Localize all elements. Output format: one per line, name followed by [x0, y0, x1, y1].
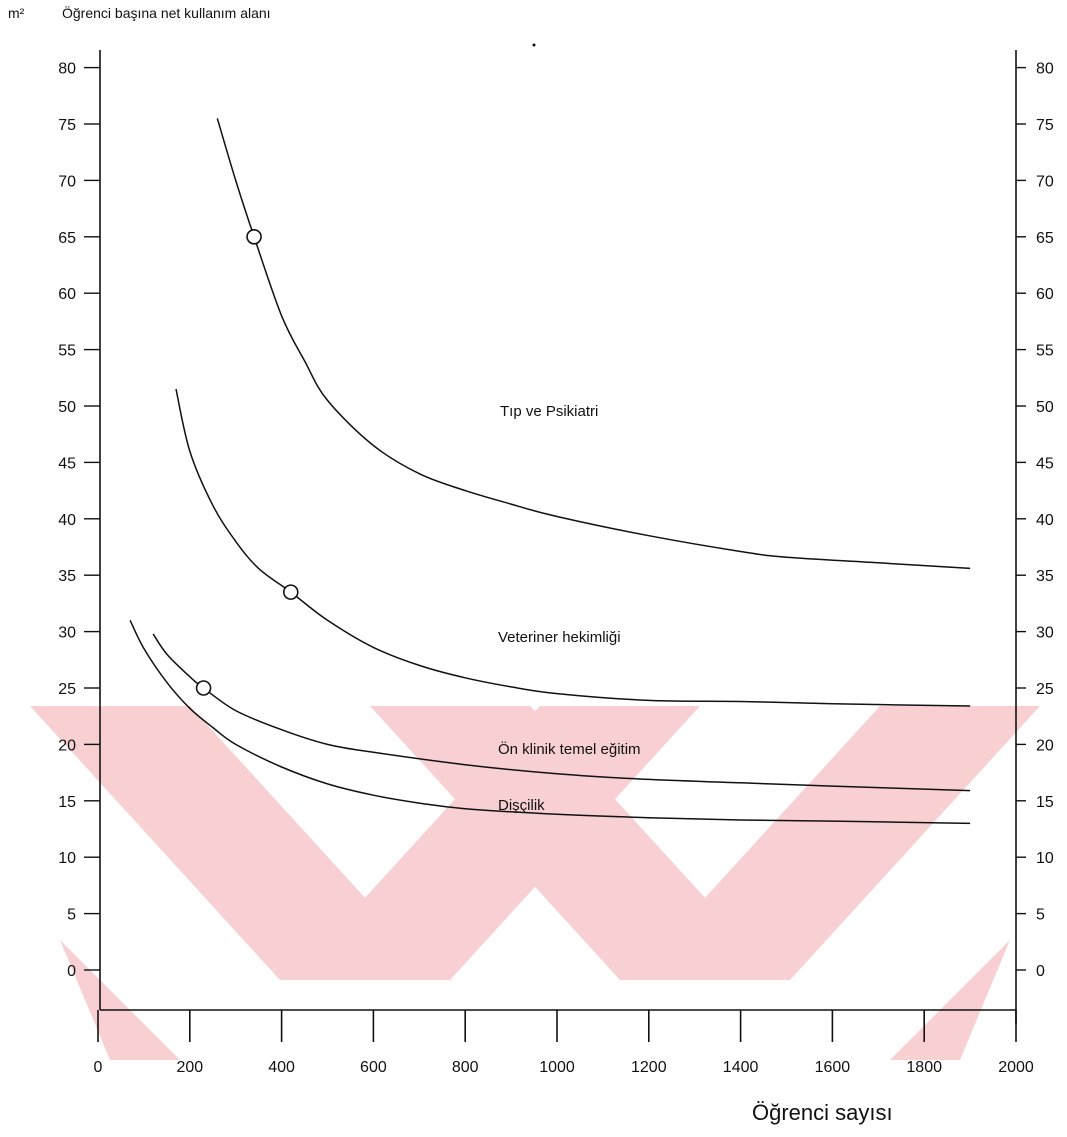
- y-tick-label-left: 5: [67, 907, 76, 924]
- x-tick-label: 1800: [906, 1059, 942, 1076]
- x-tick-label: 600: [360, 1059, 387, 1076]
- y-unit-label: m²: [8, 5, 25, 21]
- y-tick-label-right: 30: [1036, 625, 1054, 642]
- y-tick-label-right: 5: [1036, 907, 1045, 924]
- series-label-tip: Tıp ve Psikiatri: [500, 403, 598, 420]
- y-tick-label-left: 15: [58, 794, 76, 811]
- x-tick-label: 1000: [539, 1059, 575, 1076]
- x-tick-label: 2000: [998, 1059, 1034, 1076]
- y-tick-label-right: 60: [1036, 286, 1054, 303]
- y-tick-label-left: 40: [58, 512, 76, 529]
- y-tick-label-right: 80: [1036, 61, 1054, 78]
- y-tick-label-left: 10: [58, 850, 76, 867]
- series-marker-0: [246, 229, 262, 245]
- series-lines: [129, 118, 971, 825]
- y-tick-label-left: 55: [58, 343, 76, 360]
- series-label-on-klinik: Ön klinik temel eğitim: [498, 740, 641, 758]
- y-tick-label-right: 40: [1036, 512, 1054, 529]
- y-ticks-left: 0 5 10 15 20 25 30 35 40 45 50 55 60 65 70 75 80: [58, 61, 100, 980]
- y-tick-label-left: 50: [58, 399, 76, 416]
- x-tick-label: 1600: [815, 1059, 851, 1076]
- y-tick-label-right: 10: [1036, 850, 1054, 867]
- series-markers: [195, 229, 299, 696]
- y-tick-label-right: 45: [1036, 455, 1054, 472]
- x-tick-label: 400: [268, 1059, 295, 1076]
- y-tick-label-left: 65: [58, 230, 76, 247]
- y-tick-label-left: 80: [58, 61, 76, 78]
- y-tick-label-right: 25: [1036, 681, 1054, 698]
- watermark-logo: [30, 706, 1040, 1060]
- x-tick-label: 1200: [631, 1059, 667, 1076]
- series-line-3: [129, 619, 971, 825]
- y-tick-label-left: 20: [58, 737, 76, 754]
- y-ticks-right: 0 5 10 15 20 25 30 35 40 45 50 55 60 65 70 75 80: [1016, 61, 1054, 980]
- series-line-2: [152, 633, 971, 792]
- series-label-veteriner: Veteriner hekimliği: [498, 629, 621, 646]
- y-tick-label-right: 75: [1036, 117, 1054, 134]
- stray-dot: [532, 43, 536, 47]
- y-tick-label-left: 25: [58, 681, 76, 698]
- series-line-1: [175, 388, 971, 707]
- x-axis-title: Öğrenci sayısı: [752, 1100, 893, 1125]
- y-tick-label-left: 75: [58, 117, 76, 134]
- y-tick-label-left: 70: [58, 173, 76, 190]
- y-tick-label-right: 0: [1036, 963, 1045, 980]
- x-tick-label: 800: [452, 1059, 479, 1076]
- y-tick-label-left: 45: [58, 455, 76, 472]
- y-tick-label-right: 15: [1036, 794, 1054, 811]
- series-label-discilik: Dişçilik: [498, 797, 545, 814]
- x-tick-label: 200: [176, 1059, 203, 1076]
- x-tick-label: 0: [94, 1059, 103, 1076]
- y-tick-label-right: 70: [1036, 173, 1054, 190]
- y-tick-label-left: 35: [58, 568, 76, 585]
- y-tick-label-right: 35: [1036, 568, 1054, 585]
- y-tick-label-right: 65: [1036, 230, 1054, 247]
- y-tick-label-left: 60: [58, 286, 76, 303]
- y-tick-label-left: 0: [67, 963, 76, 980]
- x-ticks: 0 200 400 600 800 1000 1200 1400 1600 1800 2000: [94, 1010, 1034, 1076]
- series-marker-2: [195, 680, 212, 696]
- y-tick-label-right: 55: [1036, 343, 1054, 360]
- y-axis-title: Öğrenci başına net kullanım alanı: [62, 4, 271, 21]
- series-marker-1: [282, 584, 299, 600]
- series-line-0: [216, 118, 971, 570]
- y-tick-label-right: 50: [1036, 399, 1054, 416]
- x-tick-label: 1400: [723, 1059, 759, 1076]
- y-tick-label-right: 20: [1036, 737, 1054, 754]
- y-tick-label-left: 30: [58, 625, 76, 642]
